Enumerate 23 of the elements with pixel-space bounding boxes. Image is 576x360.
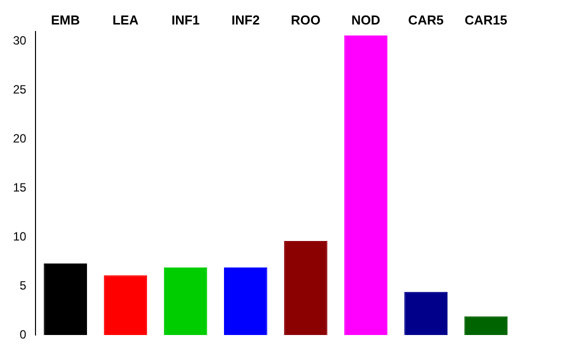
bar	[44, 264, 88, 335]
y-tick-label: 15	[12, 180, 27, 195]
y-tick-label: 0	[20, 327, 27, 342]
x-tick-label: CAR15	[464, 12, 508, 28]
y-tick-label: 30	[12, 34, 27, 48]
y-tick-label: 20	[12, 132, 27, 146]
bar	[284, 241, 328, 335]
bar	[104, 275, 148, 335]
x-tick-label: NOD	[351, 12, 380, 28]
bar	[164, 267, 208, 335]
x-tick-label: CAR5	[408, 12, 444, 28]
x-tick-label: EMB	[50, 12, 80, 28]
bar	[404, 292, 448, 335]
bar	[224, 267, 268, 335]
bar	[464, 316, 508, 335]
y-tick-label: 25	[12, 82, 27, 97]
x-tick-label: LEA	[112, 12, 140, 28]
x-tick-label: INF2	[232, 12, 260, 28]
bar	[344, 36, 388, 335]
y-tick-label: 10	[12, 229, 27, 244]
x-tick-label: INF1	[171, 12, 200, 28]
y-tick-label: 5	[20, 278, 27, 292]
x-tick-label: ROO	[290, 12, 321, 28]
